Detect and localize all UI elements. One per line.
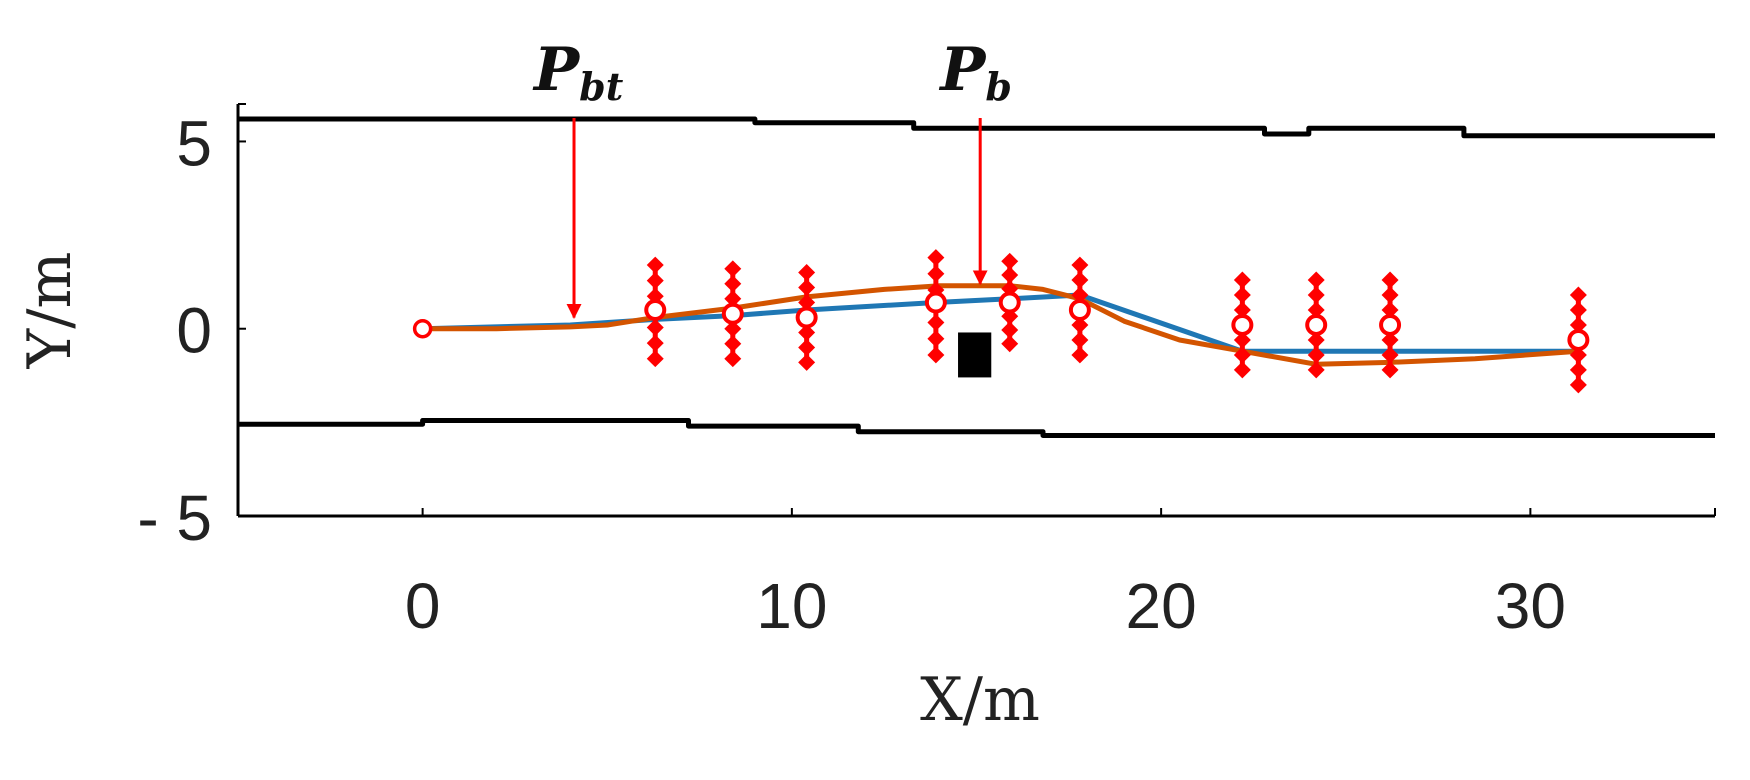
sample-point	[1001, 266, 1019, 284]
sample-point	[927, 265, 945, 283]
sample-point	[1001, 321, 1019, 339]
sample-point	[646, 334, 664, 352]
annotation-label: Pb	[938, 35, 1012, 109]
sample-point	[798, 338, 816, 356]
sample-point	[1569, 301, 1587, 319]
samples-layer	[644, 249, 1590, 394]
annotation-p-b: Pb	[938, 35, 1012, 286]
sample-center-marker	[1379, 313, 1402, 336]
sample-point	[1001, 335, 1019, 353]
sample-point	[927, 346, 945, 364]
sample-point	[1233, 286, 1251, 304]
sample-point	[724, 260, 742, 278]
x-tick-labels: 0 10 20 30	[405, 508, 1566, 642]
sample-column	[1231, 271, 1254, 379]
sample-point	[646, 318, 664, 336]
sample-column	[998, 252, 1021, 353]
y-axis-title: Y/m	[15, 252, 85, 370]
sample-point	[1233, 271, 1251, 289]
annotation-p-bt: Pbt	[532, 35, 624, 319]
sample-point	[1307, 286, 1325, 304]
sample-point	[724, 275, 742, 293]
x-tick-label: 30	[1495, 570, 1566, 642]
sample-point	[927, 330, 945, 348]
sample-center-marker	[1068, 299, 1091, 321]
y-tick-label: - 5	[137, 482, 212, 554]
sample-point	[646, 350, 664, 368]
sample-center-marker	[721, 302, 744, 325]
sample-point	[724, 320, 742, 338]
sample-point	[724, 290, 742, 308]
sample-point	[927, 313, 945, 331]
smoothed-path-line	[422, 283, 1579, 367]
sample-point	[798, 323, 816, 341]
y-tick-label: 0	[176, 295, 212, 367]
sample-point	[1381, 271, 1399, 289]
marks-layer: Pbt Pb	[412, 35, 1012, 378]
sample-center-marker	[1231, 313, 1254, 336]
sample-center-marker	[795, 306, 818, 329]
sample-point	[798, 264, 816, 282]
sample-point	[798, 353, 816, 371]
sample-center-marker	[1305, 313, 1328, 336]
sample-point	[1569, 286, 1587, 304]
series-layer	[238, 116, 1715, 438]
sample-point	[1001, 252, 1019, 270]
sample-point	[1381, 286, 1399, 304]
start-point-marker	[412, 318, 433, 339]
y-tick-label: 5	[176, 107, 212, 179]
sample-center-marker	[924, 291, 947, 314]
obstacle-block	[958, 332, 992, 378]
sample-point	[1071, 346, 1089, 364]
sample-point	[1307, 271, 1325, 289]
sample-point	[1071, 256, 1089, 274]
y-tick-labels: 5 0 - 5	[137, 107, 246, 554]
sample-column	[795, 264, 818, 371]
sample-point	[1233, 361, 1251, 379]
sample-point	[724, 335, 742, 353]
upper-boundary-line	[238, 116, 1715, 139]
sample-point	[1071, 331, 1089, 349]
sample-column	[721, 260, 744, 368]
sample-point	[724, 350, 742, 368]
x-tick-label: 10	[756, 570, 827, 642]
sample-column	[1567, 286, 1590, 394]
sample-point	[798, 294, 816, 311]
plot-area	[236, 103, 1716, 518]
sample-point	[646, 272, 664, 290]
sample-point	[1569, 361, 1587, 379]
sample-point	[1071, 271, 1089, 289]
x-axis-title: X/m	[920, 665, 1040, 735]
sample-center-marker	[998, 291, 1021, 314]
x-tick-label: 20	[1126, 570, 1197, 642]
sample-column	[1068, 256, 1091, 364]
sample-point	[927, 249, 945, 267]
sample-point	[1569, 376, 1587, 394]
sample-center-marker	[1567, 328, 1590, 351]
sample-column	[644, 256, 667, 368]
sample-point	[646, 256, 664, 274]
sample-point	[798, 279, 816, 297]
annotation-label: Pbt	[532, 35, 624, 109]
sample-column	[924, 249, 947, 364]
lower-boundary-line	[238, 418, 1715, 438]
x-tick-label: 0	[405, 570, 441, 642]
sample-center-marker	[644, 299, 667, 321]
